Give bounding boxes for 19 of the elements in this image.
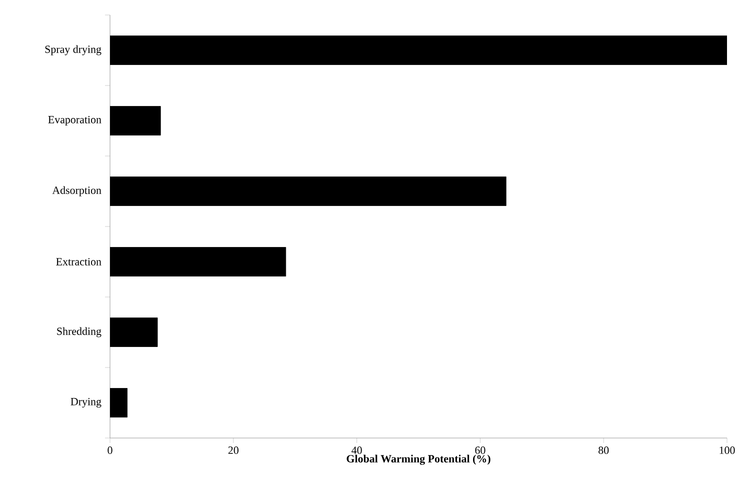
y-tick-label: Adsorption — [52, 186, 102, 196]
x-tick-label: 20 — [228, 446, 238, 454]
y-tick-label: Extraction — [56, 258, 102, 266]
x-tick-label: 60 — [475, 446, 486, 454]
bar — [110, 247, 286, 276]
bar — [110, 176, 506, 206]
x-tick-label: 80 — [598, 446, 609, 454]
x-tick-label: 100 — [720, 446, 735, 454]
bar — [110, 388, 128, 418]
x-tick-label: 40 — [352, 446, 362, 454]
y-tick-label: Spray drying — [45, 45, 102, 56]
y-tick-label: Shredding — [57, 327, 102, 338]
x-tick-label: 0 — [108, 446, 112, 454]
bar — [110, 36, 728, 65]
x-axis-title: Global Warming Potential (%) — [346, 454, 490, 465]
bar — [110, 318, 158, 347]
bar — [110, 106, 161, 136]
y-tick-label: Evaporation — [48, 116, 102, 126]
y-tick-label: Drying — [70, 398, 102, 408]
